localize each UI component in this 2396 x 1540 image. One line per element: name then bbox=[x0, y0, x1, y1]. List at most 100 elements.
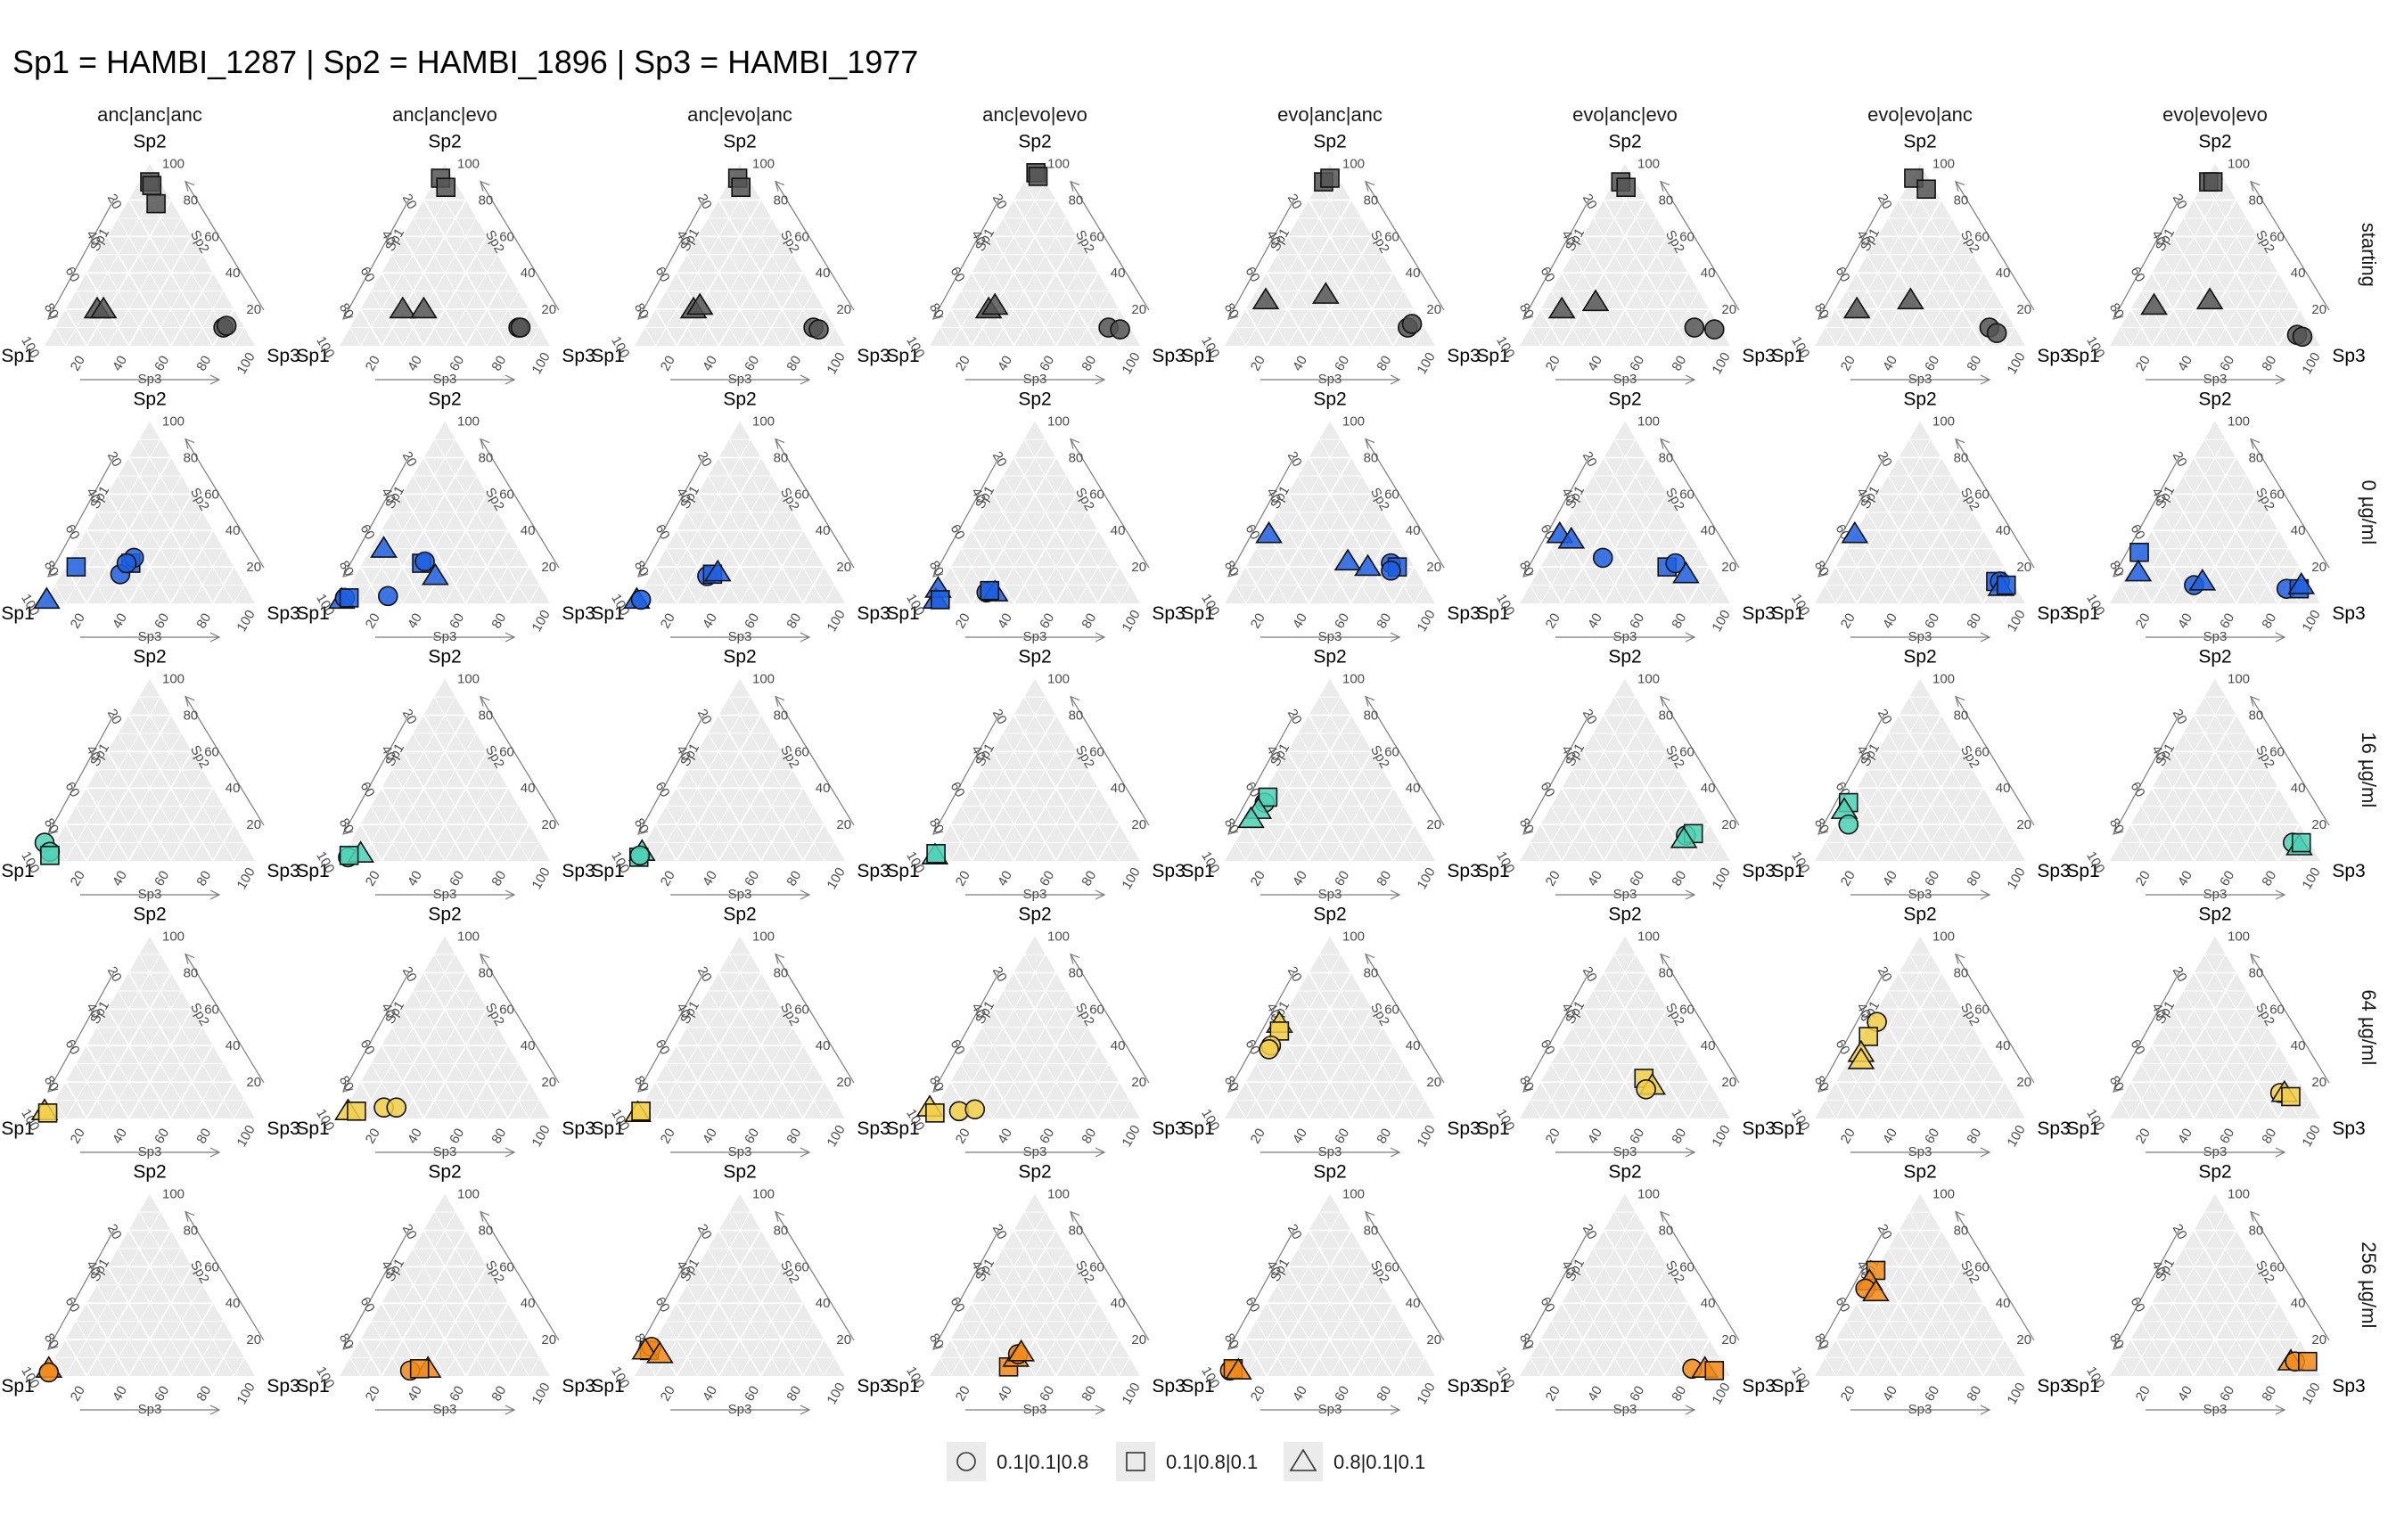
tick-label-sp2: 60 bbox=[1974, 744, 1990, 759]
legend-triangle-icon bbox=[1289, 1448, 1317, 1471]
axis-arrow-sp1 bbox=[637, 971, 705, 1093]
legend-label: 0.8|0.1|0.1 bbox=[1333, 1451, 1425, 1473]
tick-label-sp1: 20 bbox=[1580, 449, 1600, 470]
axis-name-sp3: Sp3 bbox=[138, 1402, 162, 1417]
grid-line bbox=[949, 308, 972, 347]
tick-label-sp3: 20 bbox=[1543, 353, 1563, 373]
grid-line bbox=[1256, 1063, 1289, 1119]
grid-line bbox=[118, 1248, 193, 1377]
tick-label-sp1: 20 bbox=[399, 449, 420, 470]
tick-label-sp1: 60 bbox=[2128, 522, 2148, 543]
tick-label-sp3: 100 bbox=[824, 1123, 848, 1150]
tick-label-sp2: 60 bbox=[1974, 487, 1990, 502]
grid-line bbox=[2151, 272, 2195, 347]
axis-arrowhead bbox=[505, 632, 516, 643]
tick-label-sp3: 40 bbox=[700, 1126, 720, 1146]
tick-label-sp1: 40 bbox=[2148, 228, 2169, 249]
grid-line bbox=[992, 990, 1067, 1119]
vertex-label-left: Sp1 bbox=[2066, 346, 2099, 366]
grid-line bbox=[54, 327, 66, 347]
axis-arrowhead bbox=[1522, 824, 1534, 835]
tick-label-sp1: 20 bbox=[694, 707, 715, 727]
tick-label-sp1: 60 bbox=[1243, 522, 1263, 543]
grid-line bbox=[1119, 1100, 1130, 1119]
tick-label-sp2: 60 bbox=[794, 229, 809, 244]
tick-label-sp2: 80 bbox=[479, 708, 494, 723]
axis-arrow-sp1 bbox=[47, 199, 115, 320]
grid-line bbox=[676, 1302, 720, 1377]
axis-arrowhead bbox=[342, 824, 354, 835]
grid-line bbox=[1624, 769, 1678, 862]
grid-line bbox=[1530, 842, 1541, 862]
vertex-label-left: Sp1 bbox=[2066, 1376, 2099, 1397]
grid-line bbox=[1287, 990, 1362, 1119]
tick-label-sp2: 60 bbox=[794, 487, 809, 502]
tick-label-sp3: 60 bbox=[1627, 868, 1647, 889]
tick-label-sp3: 20 bbox=[68, 1126, 88, 1146]
panel-grid bbox=[940, 954, 1130, 1119]
tick-label-sp3: 40 bbox=[2175, 1126, 2195, 1146]
vertex-label-left: Sp1 bbox=[1476, 603, 1509, 624]
grid-line bbox=[781, 1321, 814, 1377]
grid-line bbox=[1919, 769, 1973, 862]
grid-line bbox=[1097, 823, 1120, 862]
axis-arrowhead bbox=[185, 695, 195, 707]
panel-grid bbox=[2120, 1211, 2310, 1377]
tick-label-sp3: 60 bbox=[152, 353, 172, 373]
grid-line bbox=[433, 954, 529, 1119]
tick-label-sp3: 80 bbox=[784, 1383, 804, 1404]
axis-arrowhead bbox=[1980, 1405, 1991, 1415]
axis-arrow-sp2 bbox=[1660, 438, 1740, 569]
chart-title: Sp1 = HAMBI_1287 | Sp2 = HAMBI_1896 | Sp… bbox=[12, 44, 918, 80]
column-strips: anc|anc|anc anc|anc|evo anc|evo|anc anc|evo… bbox=[97, 103, 2268, 126]
grid-line bbox=[1245, 1211, 1342, 1377]
grid-line bbox=[1054, 272, 1099, 347]
grid-line bbox=[464, 787, 509, 862]
grid-line bbox=[359, 823, 382, 862]
axis-name-sp3: Sp3 bbox=[1023, 887, 1047, 902]
tick-label-sp2: 80 bbox=[1069, 965, 1084, 980]
grid-line bbox=[654, 566, 677, 604]
panel-points bbox=[33, 547, 144, 610]
grid-line bbox=[1054, 1044, 1099, 1119]
axis-arrowhead bbox=[1522, 309, 1534, 320]
axis-arrow-sp2 bbox=[775, 181, 855, 311]
grid-line bbox=[1350, 1302, 1394, 1377]
tick-label-sp1: 80 bbox=[1221, 1331, 1242, 1351]
vertex-label-right: Sp3 bbox=[562, 1118, 595, 1139]
axis-name-sp3: Sp3 bbox=[433, 1144, 457, 1159]
data-point-triangle bbox=[2124, 559, 2153, 582]
tick-label-sp3: 20 bbox=[953, 610, 973, 631]
axis-name-sp3: Sp3 bbox=[1318, 1144, 1342, 1159]
tick-label-sp1: 60 bbox=[1243, 1295, 1263, 1315]
axis-arrow-sp1 bbox=[2113, 199, 2180, 320]
grid-line bbox=[65, 696, 161, 862]
vertex-label-right: Sp3 bbox=[562, 603, 595, 624]
tick-label-sp2: 20 bbox=[1426, 1075, 1441, 1090]
tick-label-sp3: 20 bbox=[658, 1383, 678, 1404]
panel-grid bbox=[1530, 181, 1720, 347]
tick-label-sp3: 100 bbox=[1119, 1380, 1143, 1407]
tick-label-sp3: 20 bbox=[1543, 1383, 1563, 1404]
data-point-circle bbox=[1401, 314, 1423, 334]
grid-line bbox=[413, 217, 488, 347]
tick-label-sp2: 60 bbox=[794, 744, 809, 759]
grid-line bbox=[444, 512, 498, 604]
axis-arrowhead bbox=[185, 1210, 195, 1222]
vertex-label-left: Sp1 bbox=[1771, 1376, 1804, 1397]
tick-label-sp3: 20 bbox=[953, 1126, 973, 1146]
axis-arrow-sp2 bbox=[1365, 438, 1445, 569]
grid-line bbox=[759, 787, 804, 862]
tick-label-sp2: 40 bbox=[2291, 1296, 2306, 1311]
axis-arrow-sp2 bbox=[1955, 696, 2035, 826]
axis-arrowhead bbox=[1365, 953, 1375, 964]
tick-label-sp2: 80 bbox=[479, 192, 494, 208]
axis-arrow-sp2 bbox=[480, 181, 560, 311]
data-point-circle bbox=[1704, 319, 1725, 340]
axis-arrowhead bbox=[1660, 1210, 1670, 1222]
grid-line bbox=[950, 181, 1046, 347]
tick-label-sp2: 80 bbox=[774, 450, 789, 465]
tick-label-sp3: 40 bbox=[1585, 1126, 1605, 1146]
